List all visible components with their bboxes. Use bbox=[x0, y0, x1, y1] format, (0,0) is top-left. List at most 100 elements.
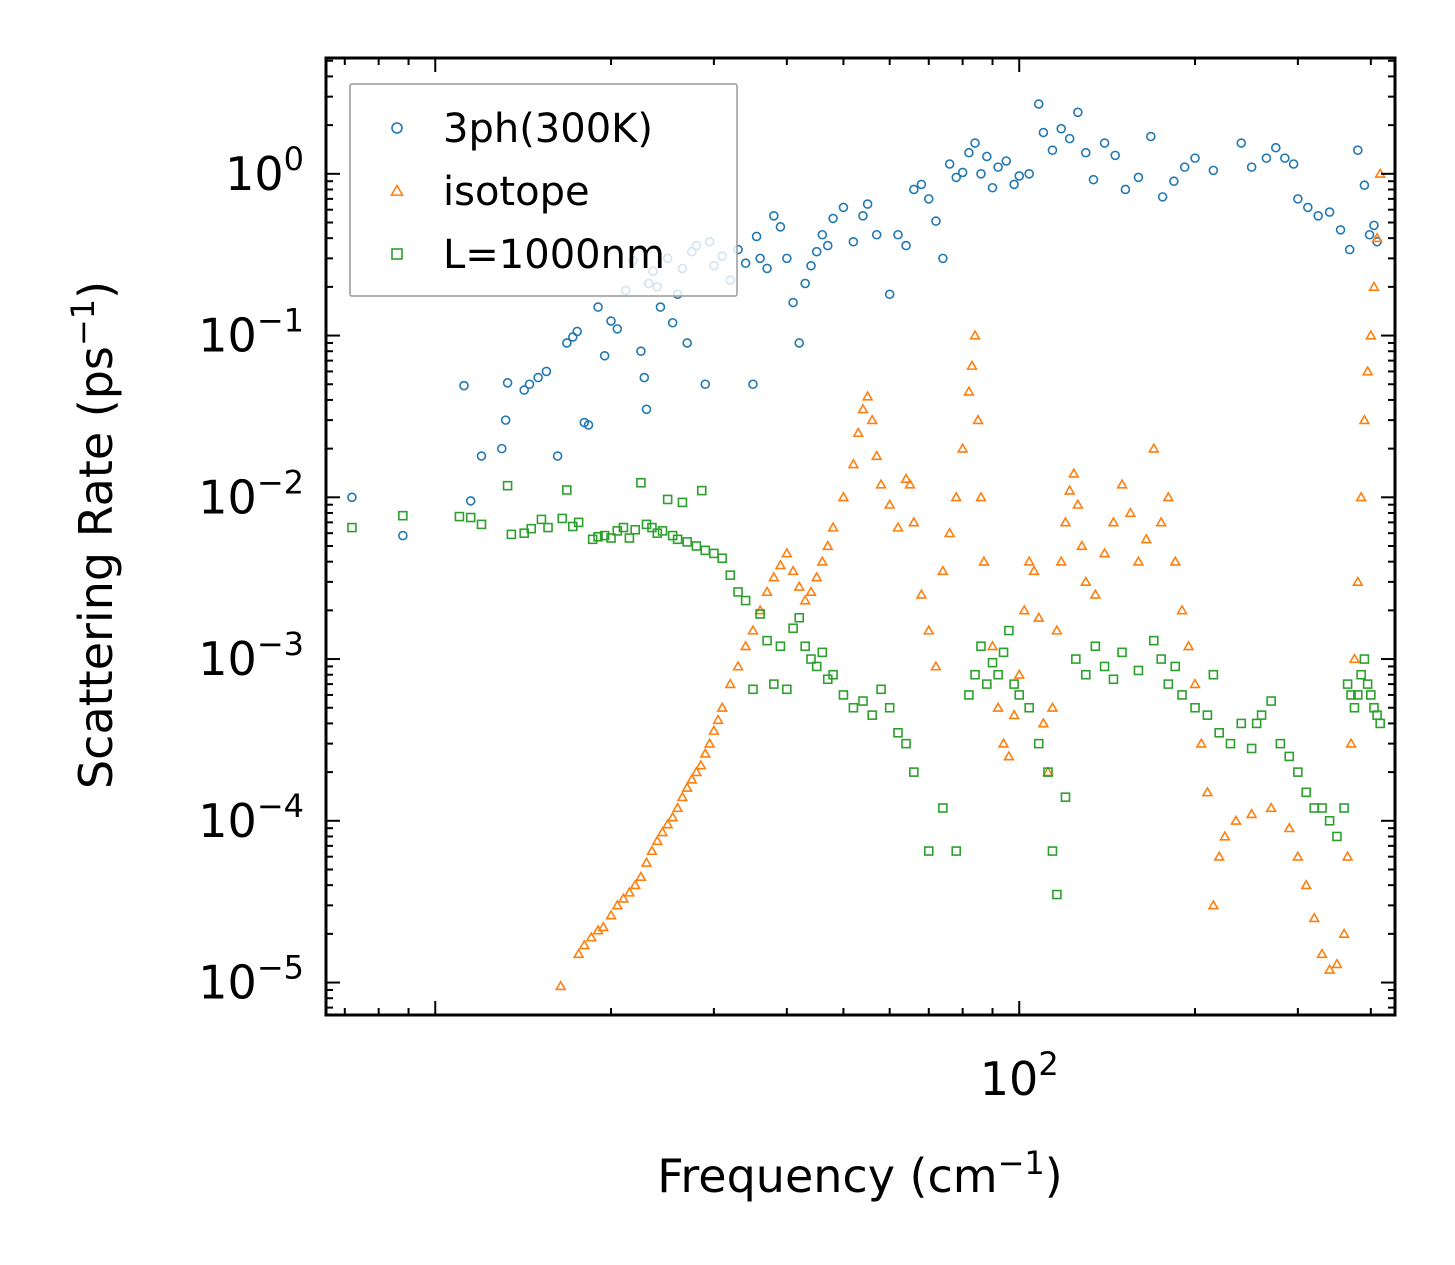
data-point bbox=[1014, 171, 1025, 181]
data-point bbox=[964, 147, 974, 158]
data-point bbox=[695, 759, 707, 770]
data-point bbox=[827, 521, 839, 532]
data-point bbox=[1190, 702, 1200, 713]
data-point bbox=[817, 229, 828, 240]
data-point bbox=[1108, 674, 1119, 685]
data-point bbox=[1169, 555, 1182, 566]
data-point bbox=[651, 834, 664, 846]
data-point bbox=[997, 737, 1010, 748]
data-point bbox=[536, 514, 547, 525]
data-point bbox=[1063, 484, 1076, 495]
data-point bbox=[740, 595, 751, 606]
data-point bbox=[782, 684, 792, 695]
data-point bbox=[1046, 701, 1059, 712]
data-point bbox=[1359, 180, 1370, 191]
data-point bbox=[1309, 803, 1320, 813]
data-point bbox=[666, 811, 679, 822]
data-point bbox=[646, 845, 658, 856]
data-point bbox=[1055, 555, 1067, 566]
data-point bbox=[806, 654, 816, 664]
data-point bbox=[557, 513, 568, 524]
data-point bbox=[862, 199, 873, 209]
data-point bbox=[635, 870, 647, 881]
data-point bbox=[1324, 815, 1335, 826]
data-point bbox=[1313, 211, 1323, 221]
legend-label: L=1000nm bbox=[443, 232, 665, 278]
data-point bbox=[1155, 516, 1167, 527]
data-point bbox=[502, 378, 513, 388]
x-tick-label: 102 bbox=[980, 1045, 1059, 1106]
data-point bbox=[1202, 710, 1213, 720]
data-point bbox=[639, 372, 650, 383]
data-point bbox=[1219, 830, 1231, 841]
data-point bbox=[769, 211, 779, 221]
data-point bbox=[724, 678, 737, 689]
data-point bbox=[916, 179, 927, 190]
data-marks bbox=[347, 99, 1386, 991]
data-point bbox=[1013, 668, 1026, 679]
data-point bbox=[775, 222, 786, 232]
data-point bbox=[1361, 365, 1374, 376]
data-point bbox=[828, 669, 838, 680]
data-point bbox=[605, 909, 617, 920]
data-point bbox=[761, 585, 773, 597]
data-point bbox=[476, 519, 487, 530]
data-point bbox=[1301, 787, 1311, 798]
data-point bbox=[1371, 232, 1383, 243]
data-point bbox=[1284, 751, 1295, 762]
data-point bbox=[500, 415, 511, 425]
data-point bbox=[606, 316, 616, 326]
data-point bbox=[1140, 533, 1153, 544]
data-point bbox=[1052, 889, 1062, 900]
data-point bbox=[950, 491, 962, 502]
data-point bbox=[1316, 948, 1328, 959]
data-point bbox=[937, 565, 949, 576]
data-point bbox=[1303, 202, 1313, 213]
data-point bbox=[987, 657, 998, 668]
data-point bbox=[398, 510, 408, 521]
data-point bbox=[1032, 611, 1045, 622]
data-point bbox=[696, 485, 707, 496]
legend-label: 3ph(300K) bbox=[443, 106, 653, 152]
data-point bbox=[1283, 822, 1296, 833]
data-point bbox=[1001, 156, 1012, 166]
data-point bbox=[1323, 963, 1336, 974]
series-3 bbox=[347, 477, 1385, 900]
data-point bbox=[893, 229, 903, 240]
data-point bbox=[867, 710, 877, 720]
data-point bbox=[892, 521, 904, 532]
data-point bbox=[398, 530, 408, 541]
data-point bbox=[806, 260, 816, 271]
legend: 3ph(300K) isotope L=1000nm bbox=[349, 83, 738, 297]
series-1 bbox=[347, 99, 1382, 541]
data-point bbox=[1099, 138, 1110, 148]
data-point bbox=[612, 324, 623, 334]
data-point bbox=[709, 548, 719, 559]
data-point bbox=[524, 379, 535, 390]
data-point bbox=[1024, 702, 1034, 713]
data-point bbox=[700, 545, 711, 556]
data-point bbox=[1146, 131, 1156, 142]
data-point bbox=[810, 571, 823, 582]
data-point bbox=[943, 527, 956, 538]
data-point bbox=[774, 559, 787, 570]
plot-frame bbox=[324, 56, 1397, 1017]
data-point bbox=[657, 526, 668, 536]
data-point bbox=[762, 635, 772, 646]
data-point bbox=[672, 534, 683, 545]
data-point bbox=[1280, 153, 1290, 163]
data-point bbox=[1348, 653, 1361, 664]
data-point bbox=[822, 240, 833, 251]
data-point bbox=[1366, 690, 1376, 700]
data-point bbox=[978, 555, 990, 566]
data-point bbox=[858, 696, 868, 706]
data-point bbox=[794, 612, 805, 623]
data-point bbox=[618, 522, 629, 533]
data-point bbox=[1369, 220, 1379, 231]
data-point bbox=[1208, 165, 1219, 176]
data-point bbox=[1098, 547, 1111, 558]
data-point bbox=[951, 846, 962, 856]
data-point bbox=[923, 846, 934, 856]
data-point bbox=[884, 702, 895, 713]
